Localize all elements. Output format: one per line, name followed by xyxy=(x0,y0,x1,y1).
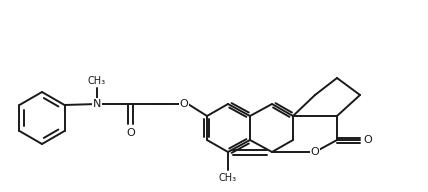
Text: O: O xyxy=(364,135,372,145)
Text: N: N xyxy=(93,99,101,109)
Text: CH₃: CH₃ xyxy=(219,173,237,183)
Text: O: O xyxy=(180,99,188,109)
Text: O: O xyxy=(311,147,319,157)
Text: O: O xyxy=(127,128,135,138)
Text: CH₃: CH₃ xyxy=(88,76,106,86)
